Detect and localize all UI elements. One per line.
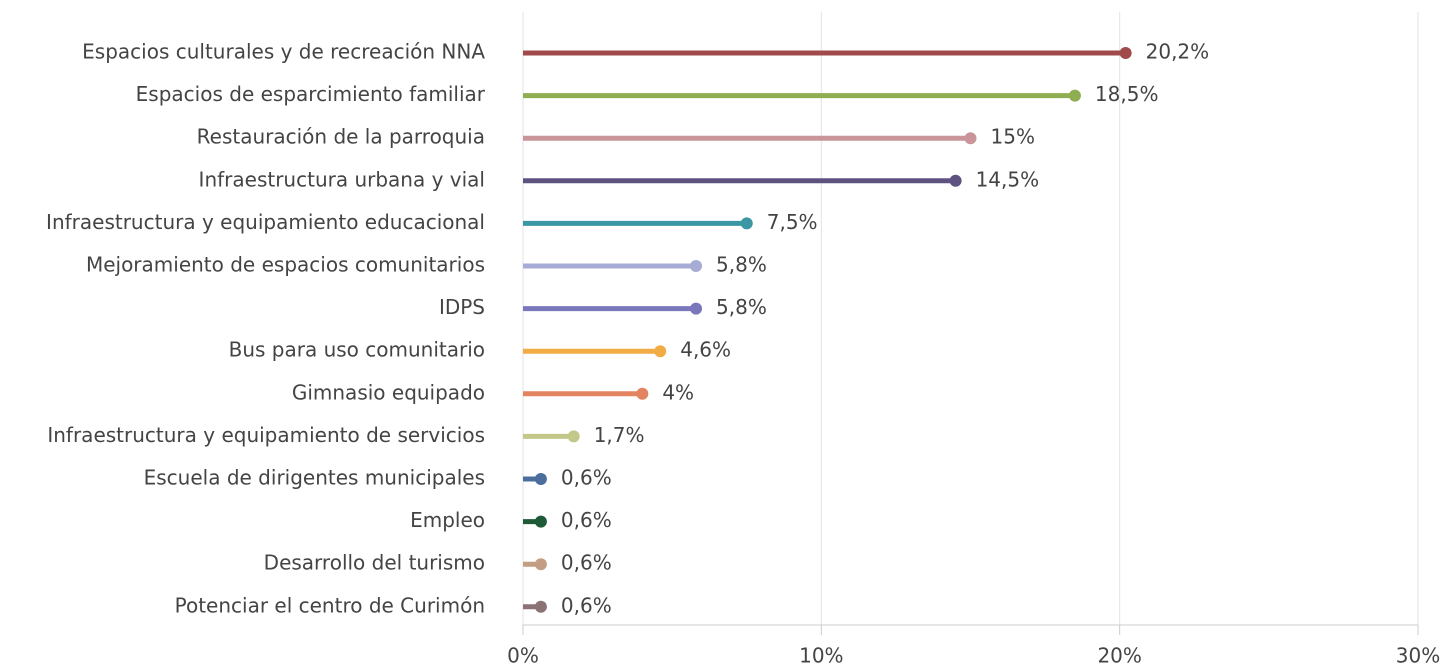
dot	[654, 345, 667, 358]
value-label: 7,5%	[767, 210, 818, 234]
category-label: Infraestructura y equipamiento educacion…	[46, 210, 485, 234]
x-tick-label: 0%	[507, 644, 539, 668]
value-label: 5,8%	[716, 253, 767, 277]
category-label: Desarrollo del turismo	[264, 551, 485, 575]
x-tick-label: 20%	[1097, 644, 1141, 668]
value-label: 0,6%	[561, 466, 612, 490]
dot	[534, 600, 547, 613]
value-label: 14,5%	[976, 167, 1040, 191]
category-label: Empleo	[410, 508, 485, 532]
category-label: Restauración de la parroquia	[197, 125, 485, 149]
dot	[690, 302, 703, 315]
category-label: IDPS	[439, 295, 485, 319]
category-label: Mejoramiento de espacios comunitarios	[86, 253, 485, 277]
dot	[1119, 47, 1132, 59]
value-label: 1,7%	[594, 423, 645, 447]
category-label: Espacios de esparcimiento familiar	[136, 82, 486, 106]
value-label: 20,2%	[1146, 40, 1210, 64]
dot	[534, 515, 547, 528]
x-tick-label: 10%	[799, 644, 843, 668]
category-label: Infraestructura y equipamiento de servic…	[47, 423, 485, 447]
dot	[534, 473, 547, 485]
dot	[690, 260, 703, 272]
dot	[1068, 89, 1081, 102]
value-label: 0,6%	[561, 593, 612, 617]
dot	[964, 132, 977, 145]
value-label: 4%	[662, 380, 694, 404]
value-label: 0,6%	[561, 508, 612, 532]
value-label: 15%	[991, 125, 1035, 149]
value-label: 4,6%	[680, 338, 731, 362]
value-label: 5,8%	[716, 295, 767, 319]
category-label: Potenciar el centro de Curimón	[175, 593, 485, 617]
x-tick-label: 30%	[1396, 644, 1440, 668]
category-label: Gimnasio equipado	[292, 380, 485, 404]
category-label: Espacios culturales y de recreación NNA	[82, 40, 485, 64]
dot	[636, 387, 649, 400]
dot	[567, 430, 580, 443]
dot	[740, 217, 753, 230]
category-label: Infraestructura urbana y vial	[199, 167, 485, 191]
dot	[534, 558, 547, 571]
value-label: 18,5%	[1095, 82, 1159, 106]
category-label: Bus para uso comunitario	[229, 338, 485, 362]
value-label: 0,6%	[561, 551, 612, 575]
category-label: Escuela de dirigentes municipales	[144, 466, 485, 490]
dot	[949, 174, 962, 187]
